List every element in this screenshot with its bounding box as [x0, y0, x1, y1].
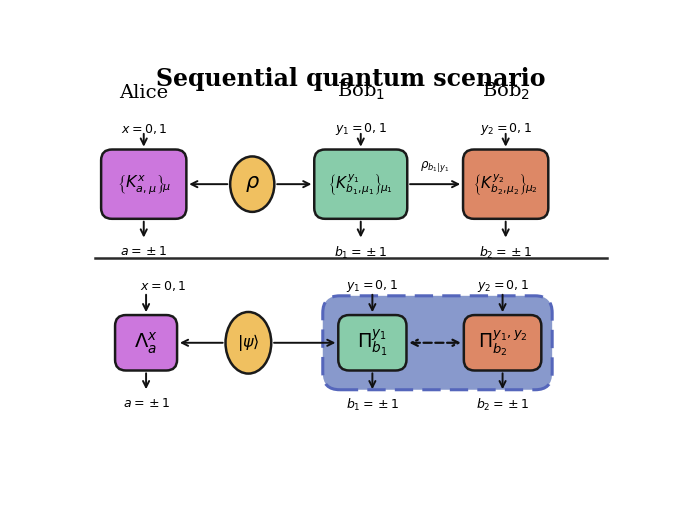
Text: $y_1 = 0, 1$: $y_1 = 0, 1$: [347, 278, 399, 294]
Text: $b_1 = \pm 1$: $b_1 = \pm 1$: [346, 397, 399, 413]
Text: Bob$_2$: Bob$_2$: [482, 80, 530, 102]
FancyBboxPatch shape: [463, 149, 548, 219]
FancyBboxPatch shape: [323, 296, 552, 390]
FancyBboxPatch shape: [101, 149, 186, 219]
FancyBboxPatch shape: [338, 315, 406, 370]
Ellipse shape: [230, 156, 274, 212]
Text: $b_2 = \pm 1$: $b_2 = \pm 1$: [476, 397, 530, 413]
Text: $\left\{K_{b_2,\!\mu_2}^{y_2}\right\}_{\!\mu_2}$: $\left\{K_{b_2,\!\mu_2}^{y_2}\right\}_{\…: [473, 172, 538, 197]
Ellipse shape: [225, 312, 271, 373]
Text: Alice: Alice: [119, 84, 169, 102]
FancyBboxPatch shape: [115, 315, 177, 370]
Text: $a = \pm 1$: $a = \pm 1$: [120, 245, 167, 258]
Text: $|\psi\rangle$: $|\psi\rangle$: [237, 332, 260, 353]
Text: $a = \pm 1$: $a = \pm 1$: [123, 397, 170, 409]
Text: Sequential quantum scenario: Sequential quantum scenario: [156, 68, 545, 91]
Text: $y_2 = 0, 1$: $y_2 = 0, 1$: [477, 278, 529, 294]
Text: $\left\{K_{b_1,\!\mu_1}^{y_1}\right\}_{\!\mu_1}$: $\left\{K_{b_1,\!\mu_1}^{y_1}\right\}_{\…: [328, 172, 393, 197]
Text: $b_1 = \pm 1$: $b_1 = \pm 1$: [334, 245, 388, 261]
Text: $y_1 = 0, 1$: $y_1 = 0, 1$: [335, 121, 387, 137]
Text: $\Lambda_a^x$: $\Lambda_a^x$: [134, 330, 158, 356]
Text: $y_2 = 0, 1$: $y_2 = 0, 1$: [479, 121, 532, 137]
FancyBboxPatch shape: [314, 149, 408, 219]
Text: $\Pi_{b_1}^{y_1}$: $\Pi_{b_1}^{y_1}$: [357, 328, 388, 358]
Text: $\rho_{b_1|y_1}$: $\rho_{b_1|y_1}$: [421, 159, 450, 174]
Text: $\Pi_{b_2}^{y_1,y_2}$: $\Pi_{b_2}^{y_1,y_2}$: [477, 328, 527, 358]
Text: $x = 0, 1$: $x = 0, 1$: [140, 279, 186, 293]
Text: Bob$_1$: Bob$_1$: [337, 80, 385, 102]
FancyBboxPatch shape: [464, 315, 541, 370]
Text: $b_2 = \pm 1$: $b_2 = \pm 1$: [479, 245, 532, 261]
Text: $\left\{K_{a,\mu}^x\right\}_{\!\mu}$: $\left\{K_{a,\mu}^x\right\}_{\!\mu}$: [116, 173, 171, 196]
Text: $x = 0, 1$: $x = 0, 1$: [121, 122, 167, 136]
Text: $\rho$: $\rho$: [245, 174, 260, 194]
